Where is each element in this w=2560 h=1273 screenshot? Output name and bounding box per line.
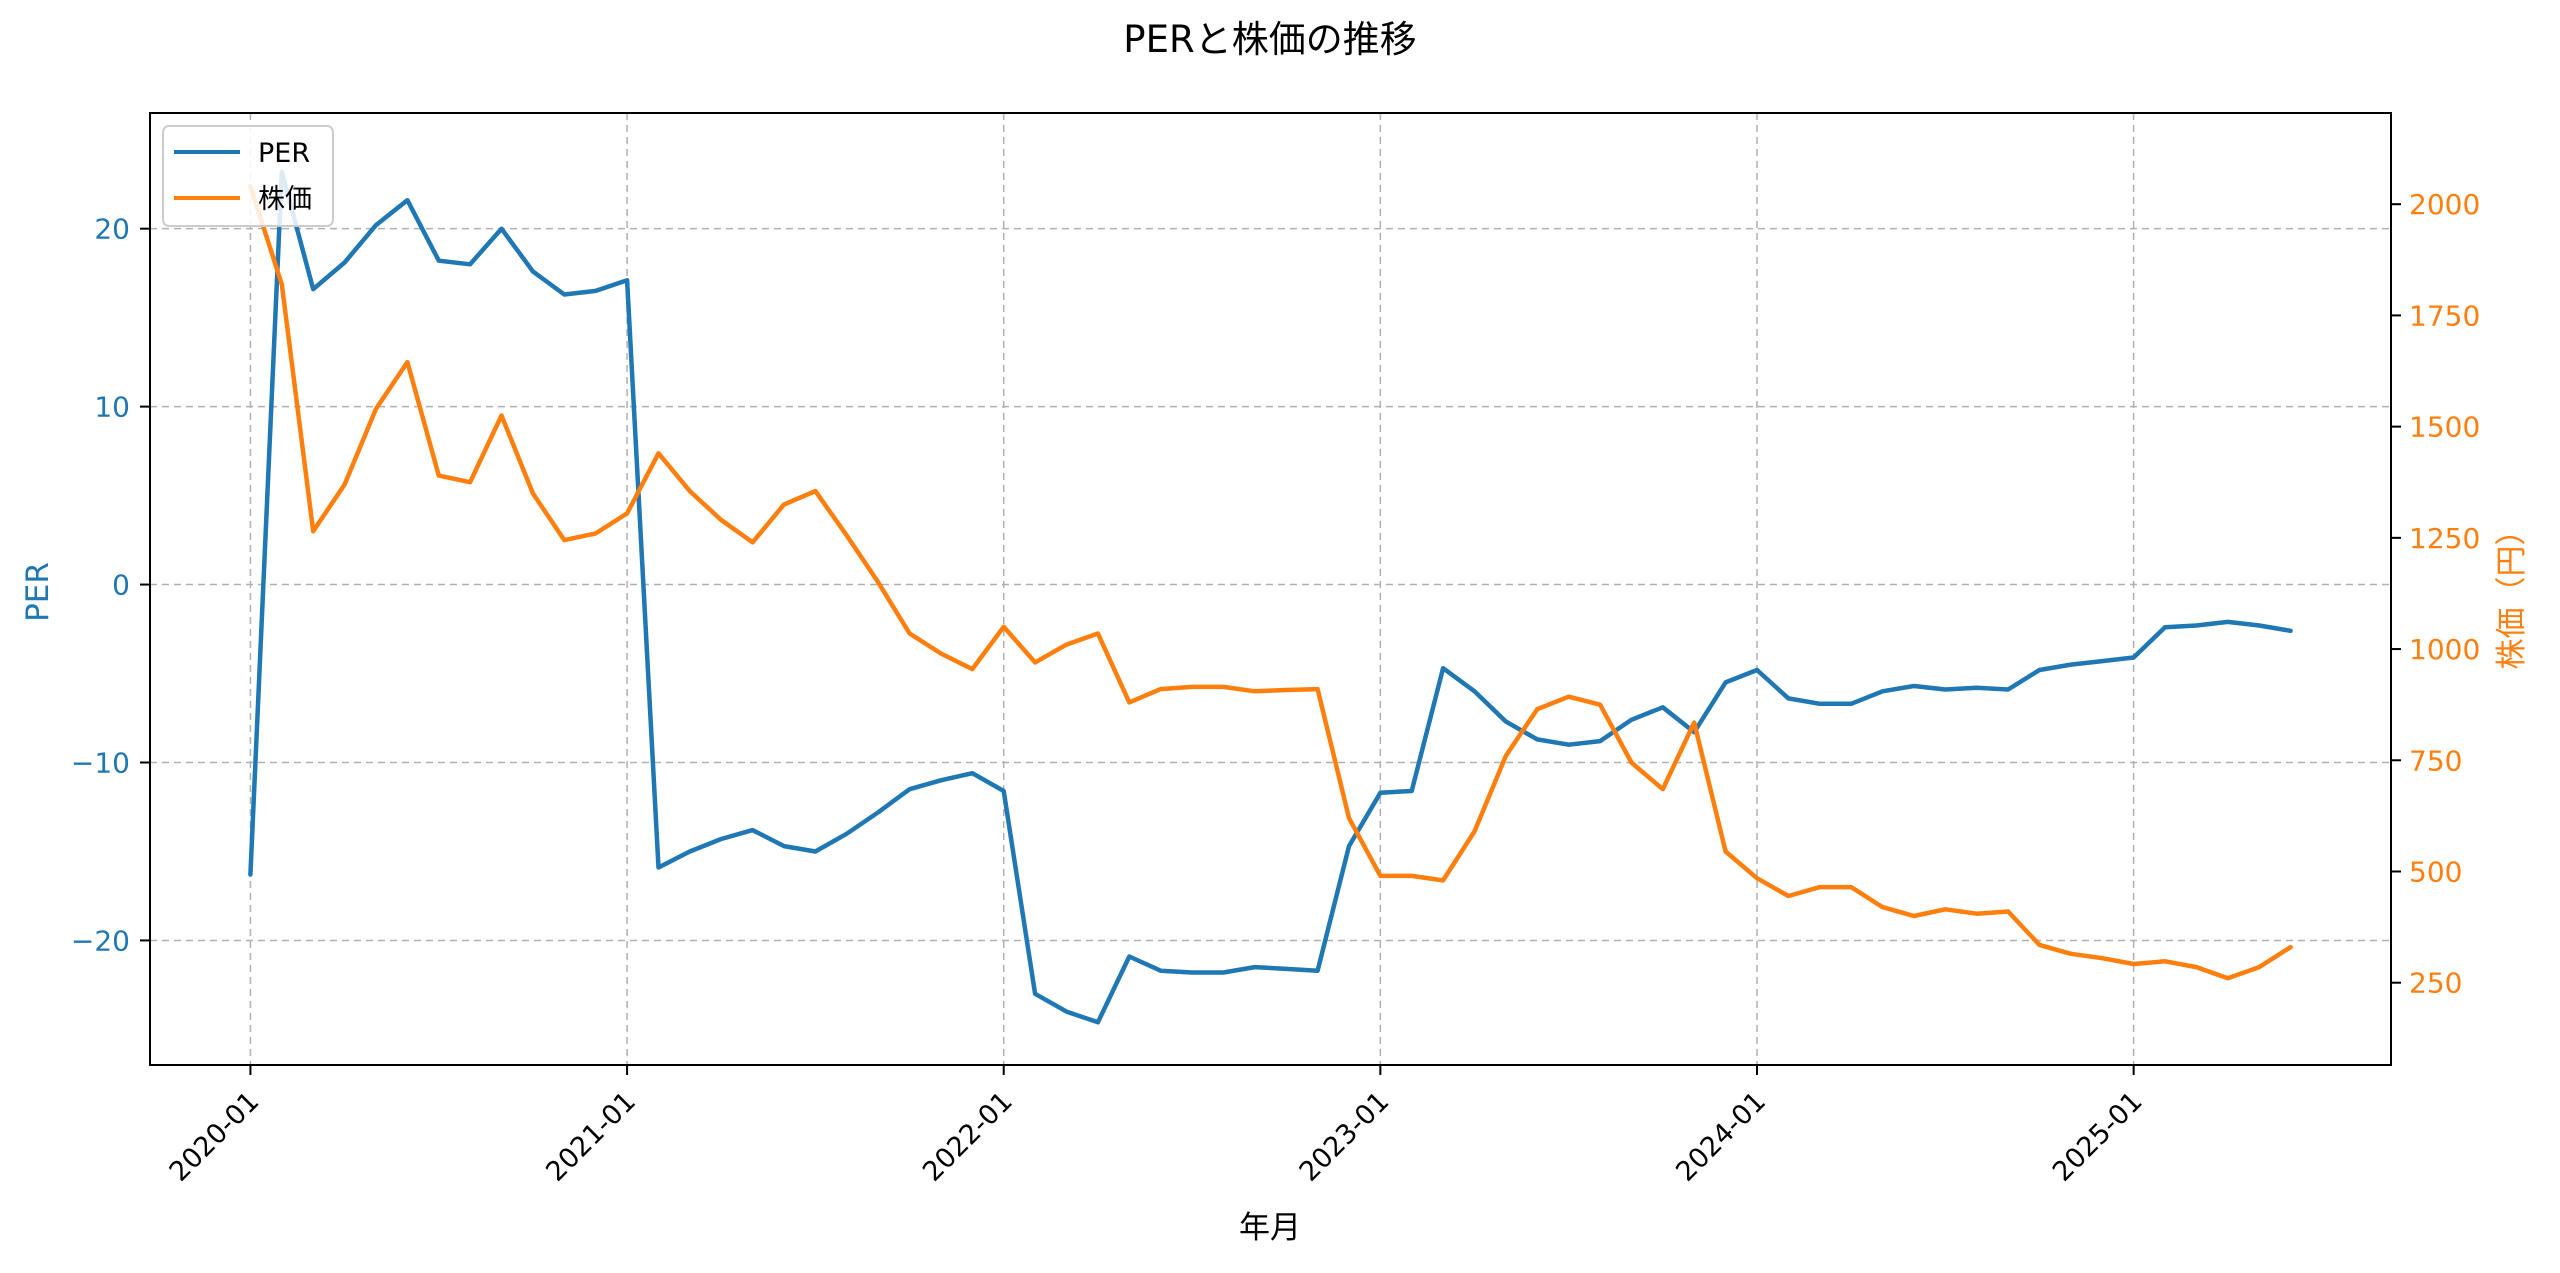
y2-tick-label: 1750	[2409, 299, 2480, 332]
legend: PER 株価	[162, 125, 334, 227]
y-tick-label: −10	[71, 746, 130, 779]
y-tick-label: 10	[94, 391, 130, 424]
y2-tick-label: 1500	[2409, 411, 2480, 444]
series-layer	[248, 169, 2293, 1025]
y-axis-label: PER	[20, 562, 56, 622]
y2-tick-label: 1000	[2409, 633, 2480, 666]
y2-tick-label: 500	[2409, 855, 2462, 888]
price-series-line	[248, 184, 2293, 981]
y2-axis-label: 株価（円）	[2494, 515, 2530, 670]
y-tick-label: 0	[112, 569, 130, 602]
chart-title: PERと株価の推移	[1123, 18, 1416, 61]
grid-layer	[150, 113, 2391, 1065]
legend-price-label: 株価	[258, 184, 312, 215]
per-series-line	[248, 169, 2293, 1025]
y2-tick-label: 750	[2409, 744, 2462, 777]
legend-per-label: PER	[258, 138, 310, 169]
y2-tick-label: 1250	[2409, 522, 2480, 555]
plot-frame	[149, 112, 2392, 1066]
y-tick-label: 20	[94, 213, 130, 246]
x-axis-label: 年月	[1239, 1210, 1301, 1246]
y2-tick-label: 2000	[2409, 188, 2480, 221]
y2-tick-label: 250	[2409, 967, 2462, 1000]
y-tick-label: −20	[71, 924, 130, 957]
